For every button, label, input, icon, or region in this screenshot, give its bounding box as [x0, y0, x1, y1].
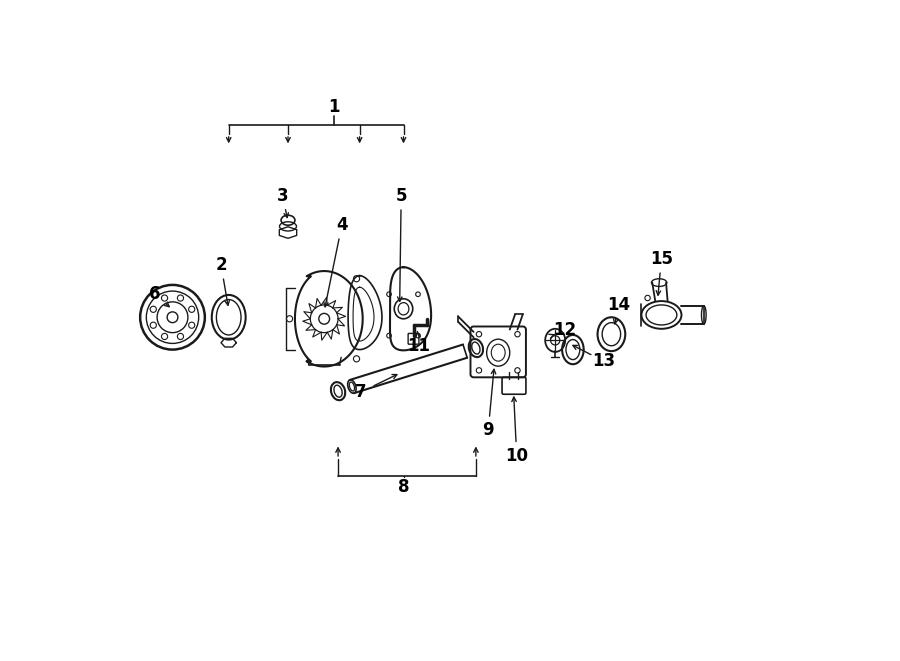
Circle shape	[167, 312, 178, 323]
Text: 2: 2	[215, 256, 227, 274]
Text: 7: 7	[356, 383, 367, 401]
Text: 6: 6	[149, 285, 160, 303]
Text: 4: 4	[336, 216, 347, 234]
Text: 12: 12	[554, 321, 577, 339]
Text: 15: 15	[650, 250, 673, 268]
Text: 11: 11	[408, 336, 430, 355]
Text: 5: 5	[395, 186, 407, 205]
Circle shape	[319, 313, 329, 324]
Text: 8: 8	[398, 478, 410, 496]
Text: 3: 3	[277, 186, 288, 205]
Text: 10: 10	[505, 447, 528, 465]
Text: 9: 9	[482, 422, 494, 440]
Text: 1: 1	[328, 98, 340, 116]
Text: 14: 14	[608, 296, 631, 314]
Text: 13: 13	[592, 352, 616, 370]
